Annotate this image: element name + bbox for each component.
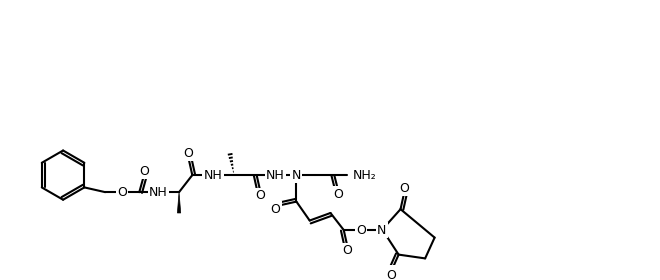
- Text: NH: NH: [149, 186, 168, 199]
- Text: O: O: [343, 244, 352, 257]
- Text: NH₂: NH₂: [353, 169, 377, 182]
- Text: O: O: [255, 190, 265, 202]
- Text: NH: NH: [266, 169, 285, 182]
- Text: NH: NH: [204, 169, 222, 182]
- Text: O: O: [386, 269, 396, 280]
- Text: O: O: [356, 223, 366, 237]
- Text: O: O: [271, 203, 280, 216]
- Text: O: O: [183, 147, 193, 160]
- Polygon shape: [178, 192, 181, 213]
- Text: O: O: [399, 182, 409, 195]
- Text: O: O: [139, 165, 149, 178]
- Text: O: O: [117, 186, 127, 199]
- Text: N: N: [292, 169, 301, 182]
- Text: O: O: [333, 188, 343, 200]
- Text: N: N: [377, 223, 386, 237]
